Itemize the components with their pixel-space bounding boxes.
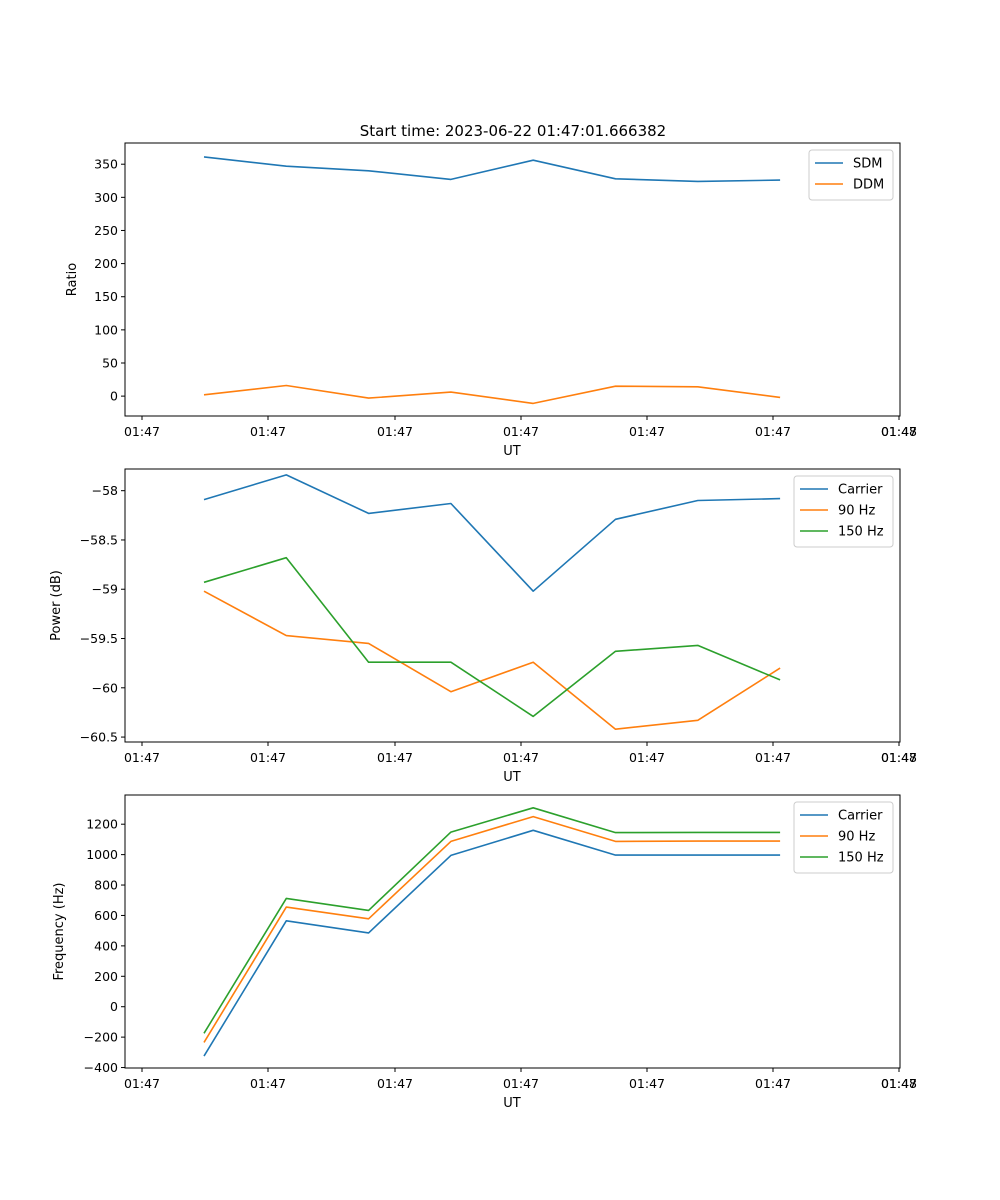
- legend-label: 90 Hz: [838, 830, 875, 845]
- axes-frame: [124, 794, 901, 1069]
- x-tick-label: 01:47: [503, 1076, 539, 1091]
- legend-frame: [793, 801, 894, 874]
- legend: SDM DDM: [808, 149, 894, 201]
- legend-frame: [793, 475, 894, 548]
- x-tick-label: 01:47: [881, 424, 917, 439]
- x-tick-label: 01:48: [881, 1076, 917, 1091]
- x-tick-label: 01:47: [250, 424, 286, 439]
- x-axis-label: UT: [503, 770, 521, 785]
- legend-label: 90 Hz: [838, 504, 875, 519]
- legend: Carrier 90 Hz 150 Hz: [793, 801, 894, 874]
- y-tick-label: −59: [92, 582, 118, 597]
- x-tick-label: 01:47: [124, 750, 160, 765]
- x-tick-label: 01:47: [629, 750, 665, 765]
- legend: Carrier 90 Hz 150 Hz: [793, 475, 894, 548]
- x-tick-label: 01:47: [755, 1076, 791, 1091]
- y-tick-label: 150: [94, 289, 118, 304]
- x-tick-label: 01:47: [250, 750, 286, 765]
- y-tick-label: 200: [94, 256, 118, 271]
- y-tick-label: −58.5: [80, 532, 118, 547]
- x-tick-label: 01:48: [881, 424, 917, 439]
- x-tick-label: 01:47: [503, 424, 539, 439]
- y-tick-label: 0: [110, 999, 118, 1014]
- x-tick-label: 01:47: [124, 1076, 160, 1091]
- series-line-90-hz: [203, 815, 781, 1043]
- y-axis-label: Ratio: [65, 263, 80, 296]
- x-tick-label: 01:47: [377, 750, 413, 765]
- series-line-150-hz: [203, 556, 781, 718]
- x-tick-label: 01:47: [755, 424, 791, 439]
- x-axis-label: UT: [503, 1096, 521, 1111]
- x-tick-label: 01:47: [124, 424, 160, 439]
- y-tick-label: −59.5: [80, 631, 118, 646]
- x-tick-label: 01:47: [629, 424, 665, 439]
- legend-label: DDM: [853, 178, 884, 193]
- legend-label: 150 Hz: [838, 851, 884, 866]
- series-line-ddm: [203, 384, 781, 405]
- y-axis-label: Power (dB): [49, 570, 64, 641]
- y-tick-label: 300: [94, 190, 118, 205]
- y-tick-label: 1000: [86, 847, 118, 862]
- y-tick-label: 1200: [86, 817, 118, 832]
- y-tick-label: −58: [92, 483, 118, 498]
- legend-label: Carrier: [838, 809, 883, 824]
- series-line-90-hz: [203, 590, 781, 731]
- x-axis-label: UT: [503, 444, 521, 459]
- x-tick-label: 01:47: [881, 750, 917, 765]
- figure-title: Start time: 2023-06-22 01:47:01.666382: [360, 122, 666, 140]
- y-tick-label: 50: [102, 355, 118, 370]
- series-line-sdm: [203, 156, 781, 183]
- y-tick-label: −200: [84, 1030, 118, 1045]
- y-tick-label: 200: [94, 969, 118, 984]
- y-tick-label: −60.5: [80, 730, 118, 745]
- y-tick-label: 600: [94, 908, 118, 923]
- y-tick-label: −60: [92, 680, 118, 695]
- x-tick-label: 01:47: [503, 750, 539, 765]
- y-tick-label: 400: [94, 938, 118, 953]
- series-line-carrier: [203, 474, 781, 593]
- y-tick-label: 100: [94, 322, 118, 337]
- y-tick-label: −400: [84, 1060, 118, 1075]
- x-tick-label: 01:48: [881, 750, 917, 765]
- y-tick-label: 0: [110, 389, 118, 404]
- y-tick-label: 250: [94, 223, 118, 238]
- x-tick-label: 01:47: [377, 1076, 413, 1091]
- axes-frame: [124, 468, 901, 743]
- y-axis-label: Frequency (Hz): [52, 882, 67, 980]
- x-tick-label: 01:47: [629, 1076, 665, 1091]
- legend-label: 150 Hz: [838, 525, 884, 540]
- series-line-carrier: [203, 829, 781, 1057]
- legend-label: SDM: [853, 157, 882, 172]
- legend-label: Carrier: [838, 483, 883, 498]
- series-line-150-hz: [203, 806, 781, 1034]
- x-tick-label: 01:47: [881, 1076, 917, 1091]
- chart-panel-2: −58−58.5−59−59.5−60−60.501:47 01:47 01:47 0…: [49, 468, 917, 785]
- x-tick-label: 01:47: [377, 424, 413, 439]
- x-tick-label: 01:47: [250, 1076, 286, 1091]
- x-tick-label: 01:47: [755, 750, 791, 765]
- y-tick-label: 800: [94, 878, 118, 893]
- axes-frame: [124, 142, 901, 417]
- y-tick-label: 350: [94, 157, 118, 172]
